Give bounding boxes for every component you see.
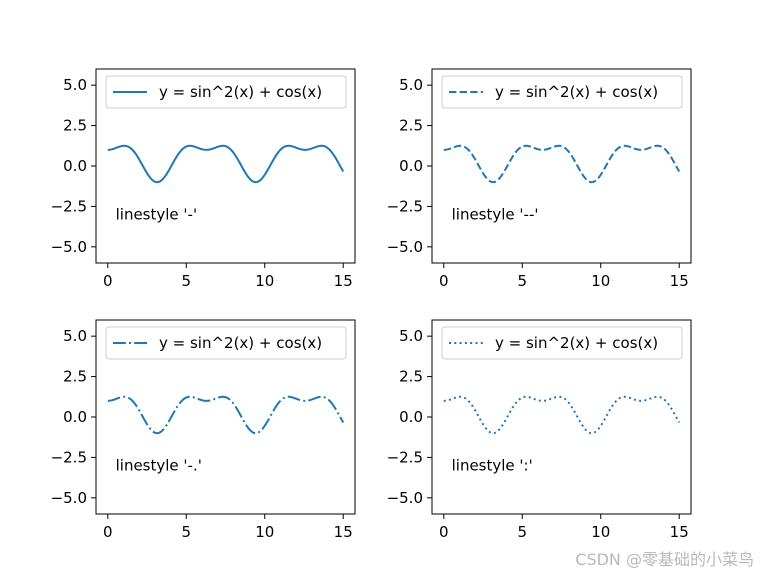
legend-box bbox=[441, 326, 683, 360]
x-tick-label: 0 bbox=[103, 523, 113, 541]
subplot-2: 0 5 10 15 5.0 2.5 0.0 −2.5 −5.0 y = sin^2(x) + co… bbox=[387, 68, 692, 290]
x-tick-label: 10 bbox=[255, 523, 274, 541]
x-tick-label: 0 bbox=[103, 272, 113, 290]
linestyle-annotation: linestyle '-.' bbox=[116, 457, 202, 475]
y-tick-label: 2.5 bbox=[399, 117, 423, 135]
x-tick-label: 10 bbox=[591, 272, 610, 290]
y-tick-label: −2.5 bbox=[51, 197, 87, 215]
y-tick-label: 0.0 bbox=[63, 157, 87, 175]
x-tick-label: 15 bbox=[334, 272, 353, 290]
legend-box bbox=[105, 75, 347, 109]
x-tick-label: 0 bbox=[439, 523, 449, 541]
legend-box bbox=[105, 326, 347, 360]
x-tick-label: 5 bbox=[181, 272, 191, 290]
watermark-text: CSDN @零基础的小菜鸟 bbox=[575, 550, 754, 569]
subplot-3: 0 5 10 15 5.0 2.5 0.0 −2.5 −5.0 y = sin^2(x) + co… bbox=[51, 319, 356, 541]
y-tick-label: −2.5 bbox=[387, 197, 423, 215]
series-line bbox=[443, 395, 681, 435]
y-tick-label: −2.5 bbox=[387, 448, 423, 466]
y-tick-label: 2.5 bbox=[399, 368, 423, 386]
y-tick-label: −5.0 bbox=[387, 238, 423, 256]
y-tick-label: 5.0 bbox=[399, 76, 423, 94]
linestyle-annotation: linestyle ':' bbox=[452, 457, 533, 475]
y-tick-label: 0.0 bbox=[399, 408, 423, 426]
y-tick-label: 5.0 bbox=[63, 76, 87, 94]
series-line bbox=[107, 395, 345, 435]
x-tick-label: 5 bbox=[181, 523, 191, 541]
legend-label: y = sin^2(x) + cos(x) bbox=[495, 334, 658, 352]
y-tick-label: −5.0 bbox=[51, 238, 87, 256]
x-tick-label: 10 bbox=[255, 272, 274, 290]
x-tick-label: 5 bbox=[517, 523, 527, 541]
legend-label: y = sin^2(x) + cos(x) bbox=[159, 83, 322, 101]
y-tick-label: 2.5 bbox=[63, 368, 87, 386]
legend-box bbox=[441, 75, 683, 109]
subplot-4: 0 5 10 15 5.0 2.5 0.0 −2.5 −5.0 y = sin^2(x) + co… bbox=[387, 319, 692, 541]
y-tick-label: −5.0 bbox=[387, 489, 423, 507]
x-tick-label: 15 bbox=[334, 523, 353, 541]
y-tick-label: −5.0 bbox=[51, 489, 87, 507]
linestyle-annotation: linestyle '-' bbox=[116, 206, 197, 224]
series-line bbox=[107, 144, 345, 184]
subplot-1: 0 5 10 15 5.0 2.5 0.0 −2.5 −5.0 y = sin^2(x) + co… bbox=[51, 68, 356, 290]
legend-label: y = sin^2(x) + cos(x) bbox=[159, 334, 322, 352]
y-tick-label: −2.5 bbox=[51, 448, 87, 466]
series-line bbox=[443, 144, 681, 184]
x-tick-label: 15 bbox=[670, 523, 689, 541]
y-tick-label: 5.0 bbox=[399, 327, 423, 345]
x-tick-label: 15 bbox=[670, 272, 689, 290]
y-tick-label: 0.0 bbox=[399, 157, 423, 175]
y-tick-label: 5.0 bbox=[63, 327, 87, 345]
y-tick-label: 0.0 bbox=[63, 408, 87, 426]
x-tick-label: 10 bbox=[591, 523, 610, 541]
y-tick-label: 2.5 bbox=[63, 117, 87, 135]
x-tick-label: 5 bbox=[517, 272, 527, 290]
legend-label: y = sin^2(x) + cos(x) bbox=[495, 83, 658, 101]
linestyle-annotation: linestyle '--' bbox=[452, 206, 539, 224]
x-tick-label: 0 bbox=[439, 272, 449, 290]
